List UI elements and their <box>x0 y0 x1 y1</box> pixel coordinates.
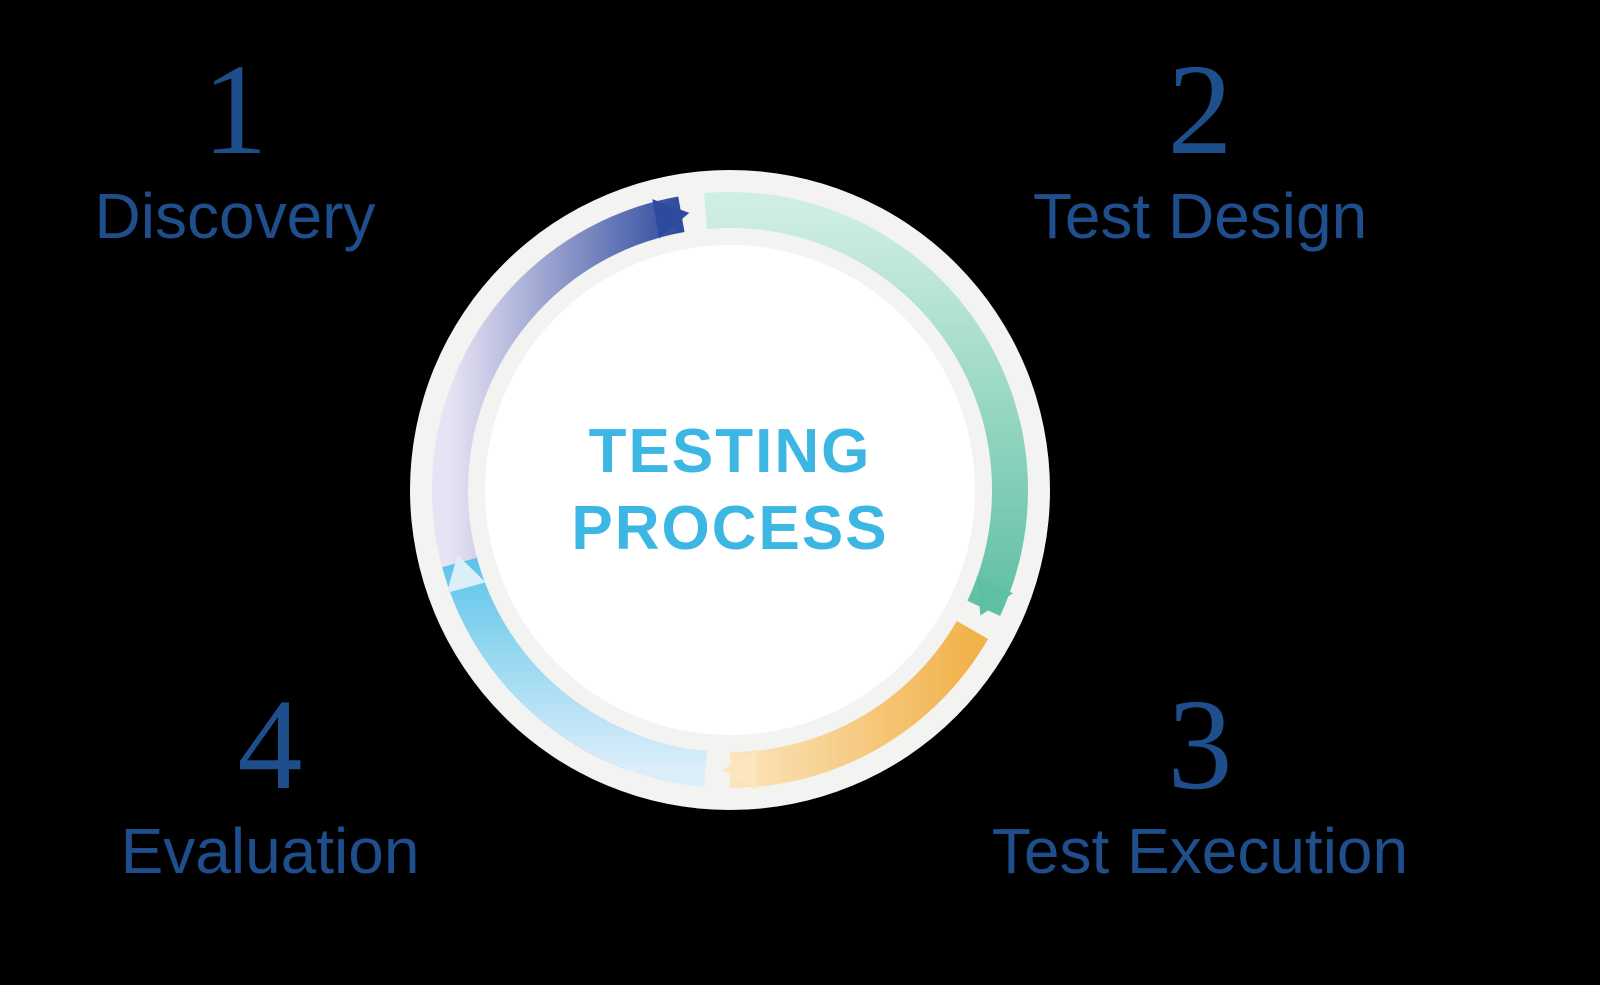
step-1-label: Discovery <box>95 181 376 251</box>
center-title-line2: PROCESS <box>571 490 888 568</box>
diagram-stage: 1 Discovery 2 Test Design 3 Test Executi… <box>0 0 1600 985</box>
center-title: TESTING PROCESS <box>571 413 888 568</box>
center-title-line1: TESTING <box>571 413 888 491</box>
step-1: 1 Discovery <box>95 45 376 251</box>
step-1-number: 1 <box>95 45 376 175</box>
center-inner-circle: TESTING PROCESS <box>485 245 975 735</box>
